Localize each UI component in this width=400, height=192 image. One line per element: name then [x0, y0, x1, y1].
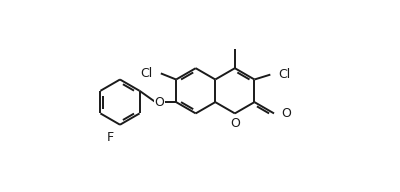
Text: F: F — [107, 131, 114, 144]
Text: Cl: Cl — [140, 67, 152, 80]
Text: Cl: Cl — [278, 68, 290, 81]
Text: O: O — [230, 117, 240, 130]
Text: O: O — [281, 107, 291, 120]
Text: O: O — [154, 96, 164, 109]
